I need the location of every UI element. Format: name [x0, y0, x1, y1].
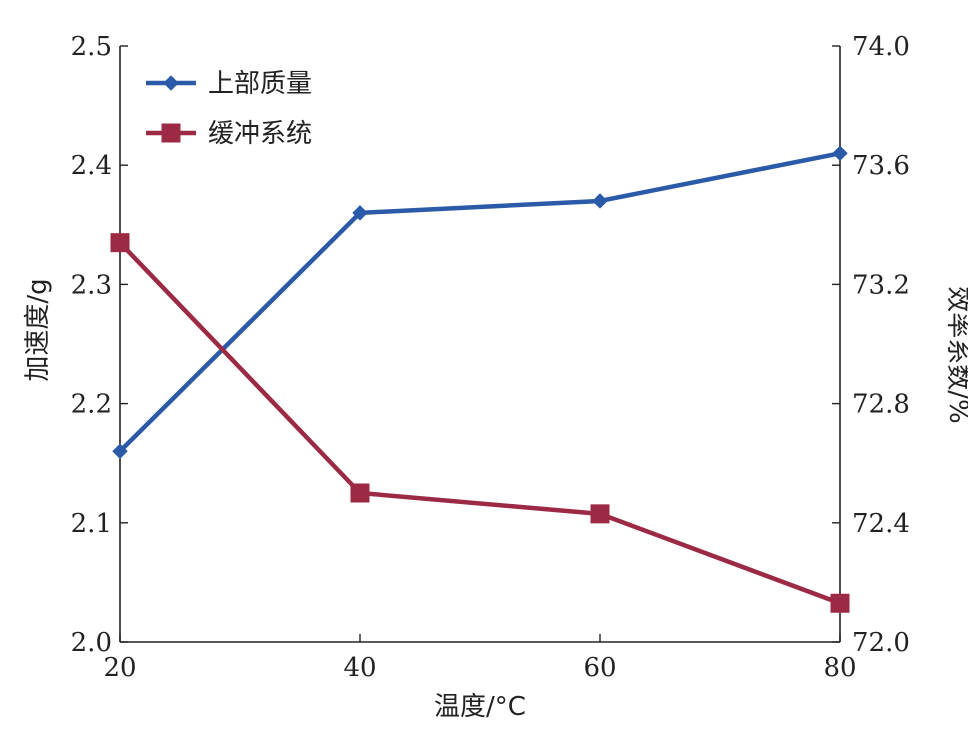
- series-2: [110, 233, 850, 613]
- right-y-tick-label: 72.8: [852, 390, 910, 420]
- right-y-ticks: 72.0 72.4 72.8 73.2 73.6 74.0: [832, 32, 910, 658]
- series-line: [118, 151, 841, 453]
- legend-label: 缓冲系统: [208, 119, 312, 149]
- left-y-tick-label: 2.5: [71, 32, 112, 62]
- legend-label: 上部质量: [208, 69, 312, 99]
- data-point: [350, 483, 370, 503]
- data-point: [352, 205, 368, 221]
- x-axis-title: 温度/°C: [434, 692, 526, 722]
- right-y-tick-label: 72.4: [852, 509, 910, 539]
- axes: [119, 46, 841, 643]
- x-ticks: 20 40 60 80: [103, 634, 857, 683]
- series-layer: [110, 145, 850, 613]
- series-line: [118, 241, 841, 606]
- right-y-axis-title: 效率系数/%: [943, 286, 968, 423]
- right-y-tick-label: 72.0: [852, 628, 910, 658]
- right-y-tick-label: 74.0: [852, 32, 910, 62]
- left-y-tick-label: 2.2: [71, 390, 112, 420]
- data-point: [592, 193, 608, 209]
- left-y-tick-label: 2.1: [71, 509, 112, 539]
- left-y-tick-label: 2.3: [71, 270, 112, 300]
- x-tick-label: 80: [823, 653, 856, 683]
- legend-marker: [163, 75, 179, 91]
- data-point: [112, 443, 128, 459]
- legend-marker: [161, 123, 181, 143]
- data-point: [590, 504, 610, 524]
- series-1: [112, 145, 848, 459]
- left-y-ticks: 2.0 2.1 2.2 2.3 2.4 2.5: [71, 32, 128, 658]
- left-y-tick-label: 2.4: [71, 151, 112, 181]
- x-tick-label: 20: [103, 653, 136, 683]
- x-tick-label: 40: [343, 653, 376, 683]
- data-point: [832, 145, 848, 161]
- data-point: [830, 593, 850, 613]
- left-y-tick-label: 2.0: [71, 628, 112, 658]
- right-y-tick-label: 73.2: [852, 270, 910, 300]
- data-point: [110, 233, 130, 253]
- x-tick-label: 60: [583, 653, 616, 683]
- right-y-tick-label: 73.6: [852, 151, 910, 181]
- left-y-axis-title: 加速度/g: [23, 278, 53, 381]
